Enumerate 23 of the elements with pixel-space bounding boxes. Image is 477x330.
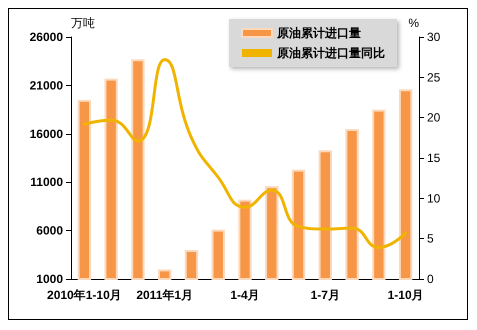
x-tick-label: 1-4月 [230,288,260,302]
y2-tick-label: 25 [427,70,441,84]
y-axis-title: 万吨 [71,16,95,30]
y2-tick-label: 15 [427,151,441,165]
y2-tick-label: 20 [427,110,441,125]
y-tick-label: 16000 [30,126,64,141]
y2-tick-label: 30 [427,30,441,44]
y2-axis-title: % [408,16,420,30]
y-tick-label: 26000 [30,30,64,44]
x-tick-label: 1-7月 [310,288,340,302]
y-tick-label: 1000 [36,272,64,286]
y-tick-label: 6000 [36,224,64,238]
legend-label: 原油累计进口量 [276,26,361,40]
legend-label: 原油累计进口量同比 [276,46,385,60]
y-tick-label: 11000 [30,175,64,190]
x-tick-label: 1-10月 [388,288,424,302]
y2-tick-label: 0 [427,272,434,286]
x-tick-label: 2010年1-10月 [47,288,122,302]
line-series [82,58,408,250]
y2-tick-label: 5 [427,232,434,246]
y2-tick-label: 10 [427,191,441,206]
y-tick-label: 21000 [30,78,64,92]
x-tick-label: 2011年1月 [136,288,194,302]
